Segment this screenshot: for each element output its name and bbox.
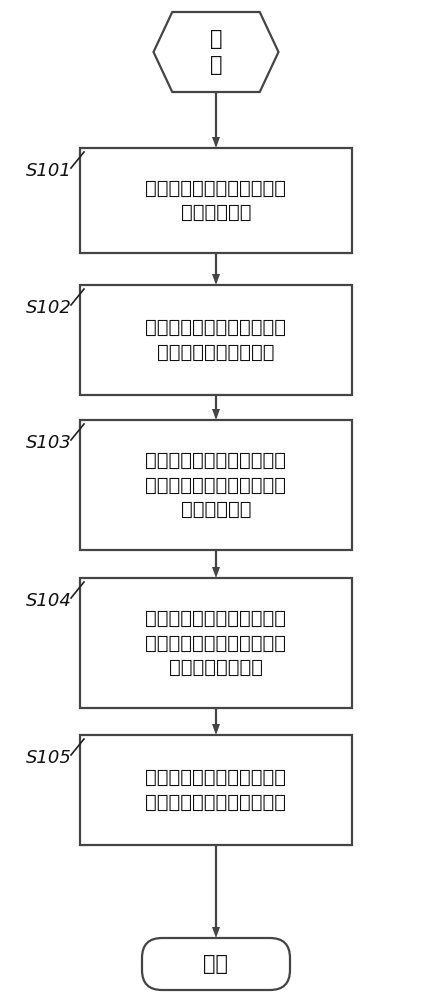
Bar bbox=[80, 735, 352, 845]
Text: 开
始: 开 始 bbox=[210, 29, 222, 75]
Bar bbox=[80, 285, 352, 395]
Polygon shape bbox=[212, 927, 220, 938]
Text: S105: S105 bbox=[26, 749, 72, 767]
Bar bbox=[80, 420, 352, 550]
Bar bbox=[80, 578, 352, 708]
Text: S102: S102 bbox=[26, 299, 72, 317]
Text: 结束: 结束 bbox=[203, 954, 229, 974]
Polygon shape bbox=[212, 567, 220, 578]
Text: S101: S101 bbox=[26, 162, 72, 180]
FancyBboxPatch shape bbox=[142, 938, 290, 990]
Polygon shape bbox=[212, 724, 220, 735]
Polygon shape bbox=[212, 409, 220, 420]
Polygon shape bbox=[212, 137, 220, 148]
Text: S103: S103 bbox=[26, 434, 72, 452]
Polygon shape bbox=[153, 12, 279, 92]
Bar bbox=[80, 148, 352, 253]
Text: 将锁相环的小数部分进行展
频后得到的进位与锁相环的
整数部分叠加: 将锁相环的小数部分进行展 频后得到的进位与锁相环的 整数部分叠加 bbox=[146, 451, 286, 519]
Text: 获取锁相环参数、参考时钟
和三角波信号: 获取锁相环参数、参考时钟 和三角波信号 bbox=[146, 179, 286, 222]
Polygon shape bbox=[212, 274, 220, 285]
Text: 依据三角波信号对锁相环参
数的小数部分进行展频: 依据三角波信号对锁相环参 数的小数部分进行展频 bbox=[146, 318, 286, 362]
Text: S104: S104 bbox=[26, 592, 72, 610]
Text: 将展频后的锁相环的小数部
分与叠加后的整数部分相叠
加，得到倍频参数: 将展频后的锁相环的小数部 分与叠加后的整数部分相叠 加，得到倍频参数 bbox=[146, 609, 286, 677]
Text: 依据倍频参数对所述参考时
钟进行倍频，输出时钟信号: 依据倍频参数对所述参考时 钟进行倍频，输出时钟信号 bbox=[146, 768, 286, 812]
